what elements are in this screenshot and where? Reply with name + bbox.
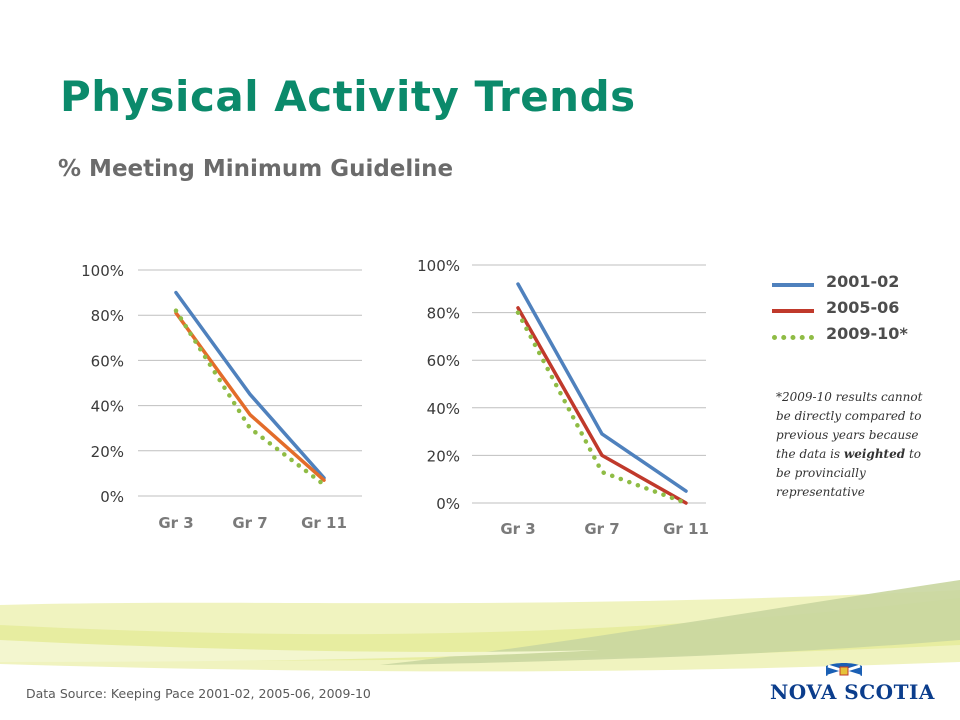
legend-label-2005-06: 2005-06: [826, 298, 900, 317]
legend-item-2005-06: 2005-06: [772, 298, 942, 324]
right-ytick-label: 80%: [427, 305, 460, 323]
footnote: *2009-10 results cannot be directly comp…: [776, 388, 934, 502]
left-xtick-label: Gr 11: [301, 514, 347, 532]
right-ytick-label: 100%: [417, 257, 460, 275]
legend-swatch-2009-10: [772, 335, 814, 340]
left-ytick-label: 100%: [81, 262, 124, 280]
legend-label-2009-10: 2009-10*: [826, 324, 908, 343]
footnote-text-2: to be provincially representative: [776, 447, 921, 499]
footnote-emphasis: weighted: [843, 447, 906, 461]
left-ytick-label: 60%: [91, 352, 124, 370]
data-source: Data Source: Keeping Pace 2001-02, 2005-…: [26, 686, 371, 701]
right-ytick-label: 0%: [436, 495, 460, 513]
left-xtick-label: Gr 7: [232, 514, 267, 532]
right-ytick-label: 40%: [427, 400, 460, 418]
left-ytick-label: 0%: [100, 488, 124, 506]
page-title: Physical Activity Trends: [60, 72, 636, 121]
right-series-line-1: [516, 306, 688, 505]
left-ytick-label: 80%: [91, 307, 124, 325]
left-series-line-1: [174, 311, 326, 482]
right-xtick-label: Gr 11: [663, 520, 709, 538]
left-series-line-2: [173, 308, 327, 487]
left-series-line-0: [174, 290, 326, 480]
left-ytick-label: 20%: [91, 443, 124, 461]
right-ytick-label: 20%: [427, 447, 460, 465]
legend-swatch-2005-06: [772, 309, 814, 313]
footnote-text-1: *2009-10 results cannot be directly comp…: [776, 390, 923, 461]
right-ytick-label: 60%: [427, 352, 460, 370]
left-xtick-label: Gr 3: [158, 514, 193, 532]
legend: 2001-02 2005-06 2009-10*: [772, 272, 942, 350]
page-subtitle: % Meeting Minimum Guideline: [58, 156, 454, 182]
right-xtick-label: Gr 7: [584, 520, 619, 538]
logo-text: NOVA SCOTIA: [770, 680, 935, 704]
nova-scotia-logo: NOVA SCOTIA: [770, 662, 934, 706]
legend-item-2001-02: 2001-02: [772, 272, 942, 298]
left-ytick-label: 40%: [91, 398, 124, 416]
legend-swatch-2001-02: [772, 283, 814, 287]
legend-label-2001-02: 2001-02: [826, 272, 900, 291]
flag-icon: [826, 663, 862, 678]
right-series-line-2: [515, 310, 689, 506]
right-xtick-label: Gr 3: [500, 520, 535, 538]
legend-item-2009-10: 2009-10*: [772, 324, 942, 350]
right-series-line-0: [516, 282, 688, 493]
